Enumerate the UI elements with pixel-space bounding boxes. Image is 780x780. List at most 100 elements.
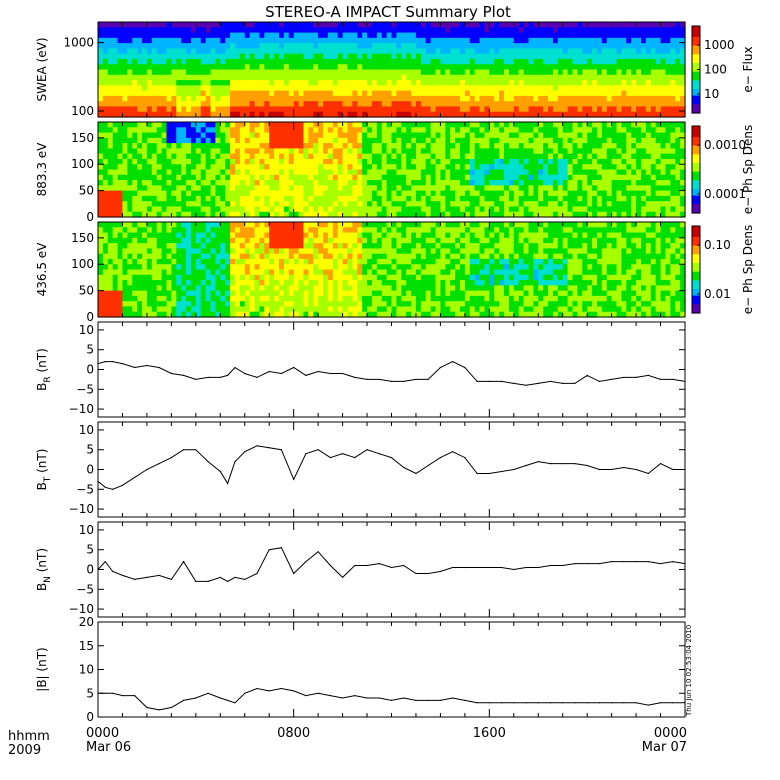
heatmap-cell bbox=[215, 122, 221, 128]
heatmap-cell bbox=[274, 69, 280, 76]
heatmap-cell bbox=[440, 58, 446, 65]
heatmap-cell bbox=[313, 132, 319, 139]
heatmap-cell bbox=[146, 264, 153, 271]
heatmap-cell bbox=[680, 206, 686, 213]
heatmap-cell bbox=[166, 148, 172, 155]
heatmap-cell bbox=[567, 158, 574, 165]
heatmap-cell bbox=[102, 248, 109, 255]
heatmap-cell bbox=[401, 69, 407, 76]
heatmap-cell bbox=[117, 69, 124, 76]
heatmap-cell bbox=[430, 158, 437, 165]
heatmap-cell bbox=[504, 64, 510, 71]
heatmap-cell bbox=[494, 95, 500, 102]
heatmap-cell bbox=[303, 190, 309, 197]
heatmap-cell bbox=[631, 122, 637, 128]
heatmap-cell bbox=[376, 153, 383, 160]
heatmap-cell bbox=[259, 206, 265, 213]
heatmap-cell bbox=[102, 143, 109, 149]
heatmap-cell bbox=[650, 74, 657, 81]
heatmap-cell bbox=[298, 90, 305, 97]
heatmap-cell bbox=[582, 185, 588, 192]
heatmap-cell bbox=[313, 37, 319, 44]
heatmap-cell bbox=[381, 64, 388, 71]
colorbar-swatch bbox=[692, 173, 700, 177]
heatmap-cell bbox=[264, 32, 270, 39]
heatmap-cell bbox=[200, 64, 207, 71]
heatmap-cell bbox=[200, 169, 207, 176]
colorbar-swatch bbox=[692, 206, 700, 210]
colorbar-swatch bbox=[692, 169, 700, 173]
heatmap-cell bbox=[298, 180, 305, 186]
heatmap-cell bbox=[318, 22, 324, 28]
heatmap-cell bbox=[435, 53, 442, 60]
heatmap-cell bbox=[298, 58, 305, 65]
heatmap-cell bbox=[587, 137, 593, 144]
heatmap-cell bbox=[626, 74, 632, 81]
heatmap-cell bbox=[98, 290, 104, 297]
heatmap-cell bbox=[156, 243, 163, 249]
heatmap-cell bbox=[606, 32, 613, 39]
heatmap-cell bbox=[259, 74, 265, 81]
heatmap-cell bbox=[220, 48, 226, 55]
heatmap-cell bbox=[381, 201, 388, 208]
heatmap-cell bbox=[166, 269, 172, 276]
heatmap-cell bbox=[479, 22, 486, 28]
heatmap-cell bbox=[425, 180, 432, 186]
heatmap-cell bbox=[318, 53, 324, 60]
heatmap-cell bbox=[298, 111, 305, 118]
heatmap-cell bbox=[469, 148, 476, 155]
heatmap-cell bbox=[371, 32, 378, 39]
heatmap-cell bbox=[342, 137, 349, 144]
heatmap-cell bbox=[200, 48, 207, 55]
heatmap-cell bbox=[352, 85, 358, 92]
heatmap-cell bbox=[640, 37, 647, 44]
heatmap-cell bbox=[190, 32, 197, 39]
heatmap-cell bbox=[528, 101, 534, 108]
colorbar-swatch bbox=[692, 199, 700, 203]
heatmap-cell bbox=[313, 143, 319, 149]
heatmap-cell bbox=[601, 180, 608, 186]
heatmap-cell bbox=[606, 158, 613, 165]
heatmap-cell bbox=[176, 32, 182, 39]
heatmap-cell bbox=[171, 227, 177, 234]
heatmap-cell bbox=[259, 95, 265, 102]
heatmap-cell bbox=[543, 95, 549, 102]
heatmap-cell bbox=[587, 69, 593, 76]
heatmap-cell bbox=[675, 132, 681, 139]
heatmap-cell bbox=[557, 58, 564, 65]
heatmap-cell bbox=[318, 58, 324, 65]
colorbar-swatch bbox=[692, 41, 700, 44]
heatmap-cell bbox=[464, 137, 471, 144]
heatmap-cell bbox=[548, 211, 554, 218]
heatmap-cell bbox=[484, 27, 490, 34]
heatmap-cell bbox=[323, 101, 329, 108]
heatmap-cell bbox=[636, 195, 642, 202]
heatmap-cell bbox=[215, 64, 221, 71]
heatmap-cell bbox=[220, 27, 226, 34]
heatmap-cell bbox=[112, 95, 119, 102]
heatmap-cell bbox=[430, 90, 437, 97]
heatmap-cell bbox=[161, 285, 168, 292]
heatmap-cell bbox=[127, 306, 133, 313]
heatmap-cell bbox=[381, 22, 388, 28]
heatmap-cell bbox=[376, 58, 383, 65]
heatmap-cell bbox=[176, 85, 182, 92]
heatmap-cell bbox=[323, 37, 329, 44]
heatmap-cell bbox=[435, 158, 442, 165]
heatmap-cell bbox=[381, 122, 388, 128]
heatmap-cell bbox=[371, 48, 378, 55]
heatmap-cell bbox=[631, 190, 637, 197]
heatmap-cell bbox=[137, 232, 143, 239]
heatmap-cell bbox=[190, 37, 197, 44]
heatmap-cell bbox=[415, 106, 422, 113]
heatmap-cell bbox=[636, 101, 642, 108]
heatmap-cell bbox=[225, 185, 231, 192]
heatmap-cell bbox=[459, 37, 466, 44]
heatmap-cell bbox=[587, 206, 593, 213]
heatmap-cell bbox=[494, 90, 500, 97]
heatmap-cell bbox=[230, 101, 236, 108]
heatmap-cell bbox=[161, 264, 168, 271]
heatmap-cell bbox=[137, 158, 143, 165]
heatmap-cell bbox=[230, 58, 236, 65]
heatmap-cell bbox=[102, 27, 109, 34]
